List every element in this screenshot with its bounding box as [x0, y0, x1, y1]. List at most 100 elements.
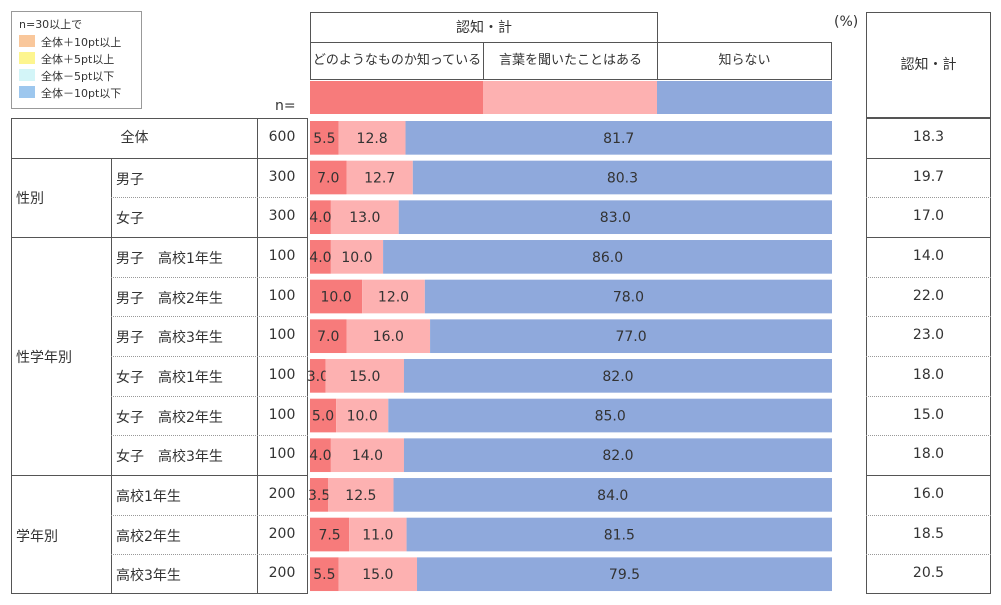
row-label: 高校1年生 — [116, 488, 181, 505]
bar-value-label: 85.0 — [595, 409, 626, 425]
bar-value-label: 80.3 — [607, 171, 638, 187]
bar-value-label: 7.0 — [317, 329, 339, 345]
group-label: 性別 — [16, 191, 44, 208]
bar-segment — [310, 200, 331, 235]
row-label: 男子 — [116, 171, 144, 188]
bar-segment — [424, 279, 832, 314]
grid-line — [111, 197, 308, 198]
bar-segment — [330, 438, 404, 473]
bar-value-label: 3.0 — [307, 369, 329, 385]
bar-segment — [383, 240, 832, 274]
row-label: 女子 高校1年生 — [116, 369, 223, 386]
row-label: 全体 — [120, 129, 149, 146]
bar-value-label: 5.5 — [313, 567, 335, 583]
bar-segment — [338, 121, 406, 155]
row-label: 男子 高校2年生 — [116, 290, 223, 307]
sample-size: 600 — [268, 128, 296, 145]
series-swatch-unknown — [657, 81, 832, 114]
awareness-total-value: 18.0 — [912, 446, 945, 463]
bar-segment — [325, 359, 404, 393]
grid-line — [111, 157, 112, 594]
bar-value-label: 82.0 — [602, 369, 633, 385]
row-label: 女子 — [116, 211, 144, 228]
sample-size: 100 — [268, 366, 296, 383]
bar-value-label: 12.5 — [345, 488, 376, 504]
bar-value-label: 11.0 — [362, 528, 393, 544]
grid-line — [866, 158, 991, 159]
grid-line — [866, 316, 991, 317]
bar-value-label: 82.0 — [602, 448, 633, 464]
bar-segment — [310, 359, 326, 393]
grid-line — [111, 356, 308, 357]
awareness-total-value: 18.5 — [912, 525, 945, 542]
bar-value-label: 78.0 — [613, 290, 644, 306]
column-header-unknown: 知らない — [657, 42, 832, 80]
bar-value-label: 4.0 — [309, 210, 331, 226]
grid-line — [866, 277, 991, 278]
bar-value-label: 7.0 — [317, 171, 339, 187]
bar-segment — [388, 398, 832, 433]
grid-line — [866, 197, 991, 198]
bar-segment — [403, 359, 832, 393]
bar-value-label: 12.0 — [378, 290, 409, 306]
bar-value-label: 3.5 — [308, 488, 330, 504]
sample-size: 300 — [268, 168, 296, 185]
bar-value-label: 4.0 — [309, 250, 331, 266]
bar-value-label: 12.8 — [357, 131, 388, 147]
grid-line — [866, 396, 991, 397]
legend-label: 全体＋10pt以上 — [41, 36, 122, 49]
row-label: 男子 高校1年生 — [116, 250, 223, 267]
grid-line — [111, 435, 308, 436]
sample-size: 100 — [268, 327, 296, 344]
legend-label: 全体－5pt以下 — [41, 70, 115, 83]
grid-line — [866, 515, 991, 516]
awareness-total-value: 18.3 — [912, 128, 945, 145]
bar-value-label: 7.5 — [318, 528, 340, 544]
bar-segment — [406, 517, 832, 552]
bar-segment — [330, 240, 384, 274]
awareness-total-value: 22.0 — [912, 287, 945, 304]
row-label: 女子 高校3年生 — [116, 449, 223, 466]
bar-segment — [310, 121, 339, 155]
legend-swatch — [19, 52, 35, 64]
bar-value-label: 16.0 — [373, 329, 404, 345]
bar-segment — [330, 200, 399, 235]
awareness-total-header: 認知・計 — [866, 12, 991, 118]
awareness-total-value: 16.0 — [912, 485, 945, 502]
bar-segment — [346, 319, 431, 354]
grid-line — [866, 475, 991, 476]
grid-line — [11, 237, 308, 238]
awareness-total-value: 17.0 — [912, 208, 945, 225]
bar-segment — [362, 279, 425, 314]
bar-segment — [310, 319, 347, 354]
bar-segment — [403, 438, 832, 473]
bar-value-label: 84.0 — [597, 488, 628, 504]
group-label: 性学年別 — [16, 350, 72, 367]
sample-size: 300 — [268, 208, 296, 225]
bar-value-label: 10.0 — [321, 290, 352, 306]
sample-size: 100 — [268, 247, 296, 264]
grid-line — [111, 316, 308, 317]
legend-label: 全体－10pt以下 — [41, 87, 122, 100]
grid-line — [866, 554, 991, 555]
bar-segment — [310, 398, 337, 433]
bar-value-label: 14.0 — [352, 448, 383, 464]
bar-value-label: 81.5 — [604, 528, 635, 544]
bar-value-label: 79.5 — [609, 567, 640, 583]
row-label: 男子 高校3年生 — [116, 330, 223, 347]
awareness-total-value: 19.7 — [912, 168, 945, 185]
awareness-group-header: 認知・計 — [310, 12, 658, 42]
grid-line — [866, 356, 991, 357]
bar-value-label: 86.0 — [592, 250, 623, 266]
awareness-total-value: 18.0 — [912, 366, 945, 383]
sample-size: 200 — [268, 525, 296, 542]
bar-segment — [405, 121, 832, 155]
bar-value-label: 15.0 — [362, 567, 393, 583]
awareness-total-value: 15.0 — [912, 406, 945, 423]
group-label: 学年別 — [16, 528, 58, 545]
grid-line — [11, 158, 308, 159]
percent-unit-label: (%) — [834, 14, 859, 30]
bar-segment — [310, 240, 331, 274]
grid-line — [111, 515, 308, 516]
awareness-total-value: 14.0 — [912, 247, 945, 264]
